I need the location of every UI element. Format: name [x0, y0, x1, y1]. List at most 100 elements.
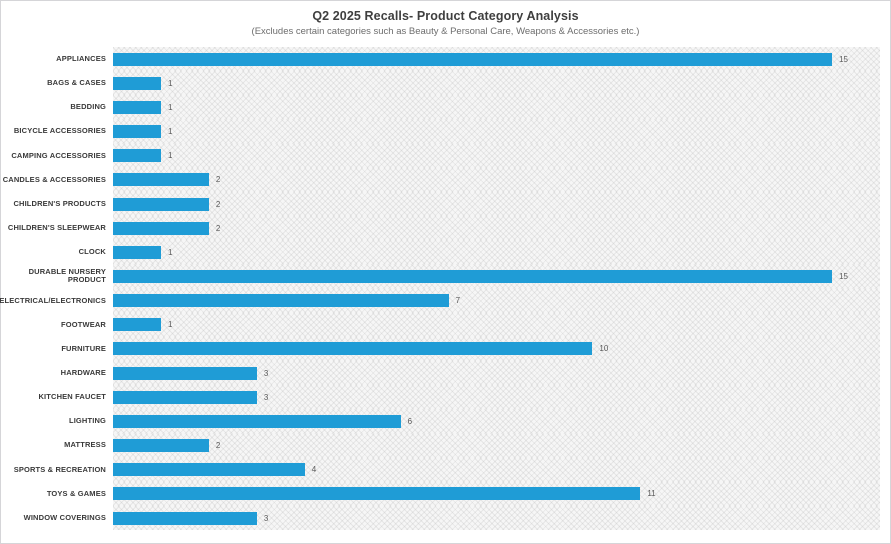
- bar: [113, 366, 257, 380]
- value-label: 2: [215, 175, 221, 185]
- bar: [113, 511, 257, 525]
- plot-row-track: 1: [113, 312, 880, 337]
- plot-row-track: 15: [113, 264, 880, 289]
- category-label: SPORTS & RECREATION: [1, 457, 113, 482]
- category-label: CHILDREN'S SLEEPWEAR: [1, 216, 113, 241]
- plot-row-track: 1: [113, 119, 880, 144]
- bar-chart-row: CHILDREN'S PRODUCTS 2: [1, 191, 880, 217]
- value-label: 2: [215, 199, 221, 209]
- bar-chart-row: BEDDING 1: [1, 95, 880, 120]
- bar: [113, 52, 833, 66]
- bar-chart-row: CANDLES & ACCESSORIES 2: [1, 167, 880, 192]
- bar: [113, 439, 209, 453]
- bar-chart-row: TOYS & GAMES 11: [1, 481, 880, 506]
- value-label: 6: [407, 416, 413, 426]
- bar: [113, 414, 401, 428]
- value-label: 15: [839, 271, 848, 281]
- category-label: FOOTWEAR: [1, 312, 113, 337]
- value-label: 10: [599, 344, 609, 354]
- value-label: 2: [215, 223, 221, 233]
- plot-row-track: 1: [113, 240, 880, 265]
- bar: [113, 463, 305, 477]
- plot-row-track: 2: [113, 191, 880, 217]
- value-label: 1: [167, 127, 173, 137]
- bar: [113, 318, 161, 332]
- bar: [113, 100, 161, 114]
- category-label: CAMPING ACCESSORIES: [1, 143, 113, 168]
- plot-row-track: 11: [113, 481, 880, 506]
- value-label: 3: [263, 368, 269, 378]
- category-label: ELECTRICAL/ELECTRONICS: [0, 288, 113, 313]
- category-label: CLOCK: [1, 240, 113, 265]
- plot-row-track: 6: [113, 409, 880, 434]
- bar-chart-row: SPORTS & RECREATION 4: [1, 457, 880, 482]
- bar-chart-row: DURABLE NURSERY PRODUCT 15: [1, 264, 880, 289]
- plot-row-track: 3: [113, 385, 880, 410]
- plot-row-track: 1: [113, 71, 880, 96]
- bar: [113, 245, 161, 259]
- category-label: BEDDING: [1, 95, 113, 120]
- plot-row-track: 10: [113, 336, 880, 362]
- plot-row-track: 2: [113, 167, 880, 192]
- category-label: CHILDREN'S PRODUCTS: [1, 191, 113, 217]
- category-label: CANDLES & ACCESSORIES: [1, 167, 113, 192]
- bar: [113, 221, 209, 235]
- bar: [113, 342, 593, 356]
- value-label: 3: [263, 392, 269, 402]
- bar-chart-row: CLOCK 1: [1, 240, 880, 265]
- value-label: 7: [455, 296, 461, 306]
- bar-chart-row: KITCHEN FAUCET 3: [1, 385, 880, 410]
- plot-row-track: 1: [113, 143, 880, 168]
- value-label: 1: [167, 102, 173, 112]
- value-label: 2: [215, 441, 221, 451]
- category-label: DURABLE NURSERY PRODUCT: [1, 264, 113, 289]
- bar-chart-row: LIGHTING 6: [1, 409, 880, 434]
- plot-row-track: 3: [113, 361, 880, 386]
- bar: [113, 269, 833, 283]
- bar-chart-row: HARDWARE 3: [1, 361, 880, 386]
- value-label: 3: [263, 513, 269, 523]
- value-label: 1: [167, 247, 173, 257]
- category-label: MATTRESS: [1, 433, 113, 458]
- plot-row-track: 3: [113, 505, 880, 531]
- bar: [113, 125, 161, 139]
- bar: [113, 76, 161, 90]
- plot-row-track: 4: [113, 457, 880, 482]
- bar-chart-row: FURNITURE 10: [1, 336, 880, 362]
- category-label: APPLIANCES: [1, 47, 113, 72]
- bar: [113, 173, 209, 187]
- bar-chart-row: FOOTWEAR 1: [1, 312, 880, 337]
- bar-chart-row: BICYCLE ACCESSORIES 1: [1, 119, 880, 144]
- bar-chart-row: BAGS & CASES 1: [1, 71, 880, 96]
- plot-row-track: 2: [113, 433, 880, 458]
- bar-chart-row: MATTRESS 2: [1, 433, 880, 458]
- category-label: LIGHTING: [1, 409, 113, 434]
- category-label: HARDWARE: [1, 361, 113, 386]
- value-label: 1: [167, 78, 173, 88]
- category-label: KITCHEN FAUCET: [1, 385, 113, 410]
- category-label: WINDOW COVERINGS: [1, 505, 113, 531]
- value-label: 4: [311, 465, 317, 475]
- category-label: TOYS & GAMES: [1, 481, 113, 506]
- value-label: 11: [647, 489, 656, 499]
- value-label: 1: [167, 320, 173, 330]
- plot-row-track: 15: [113, 47, 880, 72]
- bar: [113, 390, 257, 404]
- bar-chart-row: CHILDREN'S SLEEPWEAR 2: [1, 216, 880, 241]
- plot-row-track: 2: [113, 216, 880, 241]
- category-label: BICYCLE ACCESSORIES: [1, 119, 113, 144]
- bar: [113, 197, 209, 211]
- chart-subtitle: (Excludes certain categories such as Bea…: [251, 26, 640, 37]
- chart-title: Q2 2025 Recalls- Product Category Analys…: [312, 9, 579, 23]
- bar-chart-plot-area: APPLIANCES 15 BAGS & CASES 1 BEDDING 1 B…: [0, 47, 880, 531]
- bar-chart-row: ELECTRICAL/ELECTRONICS 7: [0, 288, 880, 313]
- bar-chart-row: CAMPING ACCESSORIES 1: [1, 143, 880, 168]
- value-label: 1: [167, 151, 173, 161]
- bar: [113, 149, 161, 163]
- category-label: BAGS & CASES: [1, 71, 113, 96]
- plot-row-track: 7: [113, 288, 880, 313]
- category-label: FURNITURE: [1, 336, 113, 362]
- bar: [113, 294, 449, 308]
- value-label: 15: [839, 54, 848, 64]
